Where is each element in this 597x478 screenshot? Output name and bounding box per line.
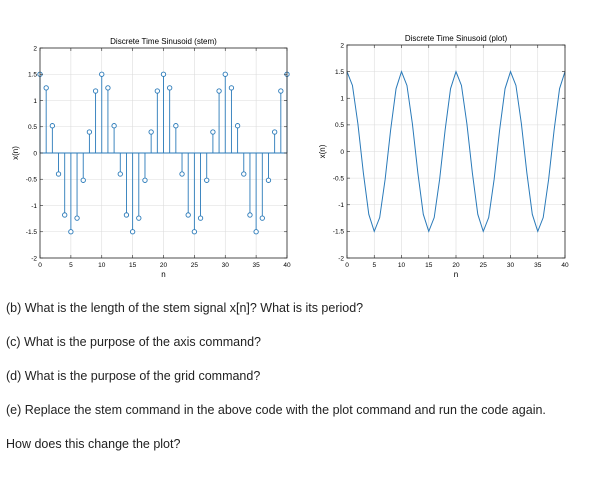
y-axis-label: x(n)	[11, 146, 20, 160]
stem-marker	[49, 123, 55, 129]
y-tick-label: -1	[338, 202, 344, 209]
y-tick-label: -1.5	[333, 229, 345, 236]
stem-marker	[111, 123, 117, 129]
stem-marker	[222, 71, 228, 77]
question-b: (b) What is the length of the stem signa…	[6, 301, 364, 315]
series-line	[346, 70, 566, 233]
stem-marker	[123, 212, 130, 218]
stem-marker	[99, 71, 105, 77]
stem-marker	[173, 123, 179, 129]
x-tick-label: 40	[283, 262, 291, 269]
chart-title: Discrete Time Sinusoid (stem)	[110, 37, 217, 46]
x-tick-label: 10	[98, 262, 106, 269]
y-tick-label: 0.5	[335, 122, 344, 129]
y-tick-label: 1.5	[28, 72, 37, 79]
stem-marker	[86, 129, 93, 135]
y-tick-label: -0.5	[333, 175, 345, 182]
x-tick-label: 0	[345, 262, 349, 269]
y-tick-label: 2	[340, 42, 344, 49]
stem-marker	[228, 85, 235, 91]
x-tick-label: 5	[372, 262, 376, 269]
x-tick-label: 35	[253, 262, 261, 269]
x-axis-label: n	[161, 270, 165, 279]
y-tick-label: 1	[33, 98, 37, 105]
stem-marker	[234, 123, 241, 129]
y-tick-label: -0.5	[26, 177, 38, 184]
stem-marker	[179, 171, 185, 177]
stem-marker	[259, 215, 265, 221]
x-tick-label: 20	[452, 262, 460, 269]
y-tick-label: 1.5	[335, 69, 344, 76]
x-tick-label: 5	[69, 262, 73, 269]
stem-marker	[167, 85, 173, 91]
x-tick-label: 35	[534, 262, 542, 269]
stem-marker	[191, 229, 198, 235]
stem-marker	[253, 229, 259, 235]
stem-marker	[105, 85, 111, 91]
stem-marker	[43, 85, 49, 91]
y-tick-label: 0	[340, 149, 344, 156]
stem-marker	[185, 212, 191, 218]
x-tick-label: 0	[38, 262, 42, 269]
stem-marker	[265, 177, 272, 183]
stem-marker	[247, 212, 253, 218]
stem-marker	[74, 215, 80, 221]
y-tick-label: -2	[31, 255, 37, 262]
x-tick-label: 40	[561, 262, 569, 269]
stem-marker	[271, 129, 278, 135]
stem-marker	[136, 215, 142, 221]
stem-chart: 0 5 10 15 20 25 30 35 40 -2 -1.5 -1 -0.5 0 0.5 1 1.5 2 Dis…	[11, 37, 291, 279]
stem-marker	[62, 212, 68, 218]
stem-marker	[241, 171, 247, 177]
y-tick-label: -1.5	[26, 229, 38, 236]
y-tick-label: 1	[340, 96, 344, 103]
x-tick-label: 30	[222, 262, 230, 269]
question-d: (d) What is the purpose of the grid comm…	[6, 369, 261, 383]
stem-marker	[204, 177, 210, 183]
question-e: (e) Replace the stem command in the abov…	[6, 403, 546, 417]
x-tick-label: 10	[398, 262, 406, 269]
stem-marker	[55, 171, 62, 177]
stem-marker	[117, 171, 123, 177]
x-tick-label: 30	[507, 262, 515, 269]
question-list: (b) What is the length of the stem signa…	[6, 298, 591, 468]
x-tick-label: 25	[191, 262, 199, 269]
y-tick-label: 0.5	[28, 124, 37, 131]
stem-marker	[278, 88, 284, 94]
y-tick-label: 0	[33, 150, 37, 157]
x-tick-label: 15	[129, 262, 137, 269]
y-tick-label: -2	[338, 255, 344, 262]
stem-marker	[80, 177, 86, 183]
x-tick-label: 20	[160, 262, 168, 269]
stem-marker	[216, 88, 222, 94]
stem-marker	[92, 88, 99, 94]
stem-marker	[148, 129, 154, 135]
stem-marker	[210, 129, 216, 135]
y-tick-label: -1	[31, 203, 37, 210]
chart-title: Discrete Time Sinusoid (plot)	[405, 34, 508, 43]
y-tick-label: 2	[33, 45, 37, 52]
question-c: (c) What is the purpose of the axis comm…	[6, 335, 261, 349]
stem-marker	[154, 88, 160, 94]
stem-marker	[129, 229, 136, 235]
x-axis-label: n	[454, 270, 458, 279]
stem-marker	[160, 71, 167, 77]
x-tick-label: 25	[480, 262, 488, 269]
stem-marker	[68, 229, 74, 235]
question-e-continued: How does this change the plot?	[6, 437, 181, 451]
stem-marker	[142, 177, 148, 183]
x-tick-label: 15	[425, 262, 433, 269]
line-plot-chart: 0 5 10 15 20 25 30 35 40 -2 -1.5 -1 -0.5 0 0.5 1 1.5 2 Dis…	[318, 34, 569, 279]
y-axis-label: x(n)	[318, 144, 327, 158]
stem-marker	[197, 215, 204, 221]
